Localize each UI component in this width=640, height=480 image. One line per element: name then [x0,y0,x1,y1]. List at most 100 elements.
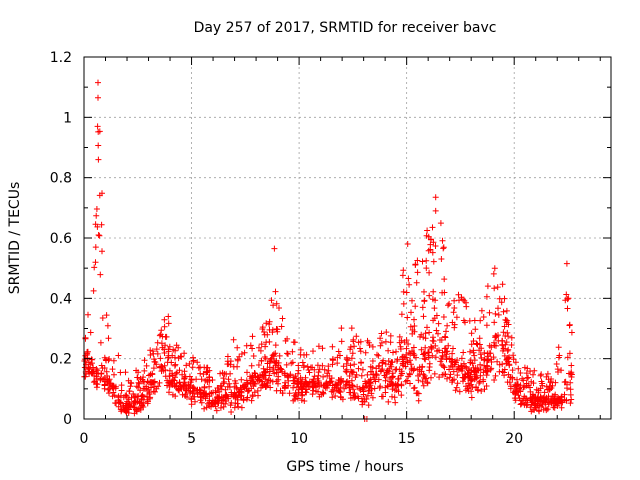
data-point [414,257,421,264]
data-point [529,394,536,400]
data-point [335,380,342,387]
data-point [483,322,490,329]
data-point [372,378,379,385]
data-point [349,383,356,389]
data-point [530,380,537,387]
data-point [95,142,102,149]
data-point [87,329,94,336]
data-point [375,352,382,359]
data-point [309,383,316,390]
data-point [410,385,417,392]
data-point [470,347,477,354]
y-axis-label: SRMTID / TECUs [7,182,23,295]
data-point [191,385,198,392]
data-point [190,358,197,365]
data-point [391,394,398,401]
data-point [522,399,529,406]
data-point [118,387,125,394]
data-point [218,383,225,390]
data-point [414,269,421,276]
data-point [455,291,462,298]
data-point [91,264,98,271]
data-point [181,368,188,375]
data-point [472,326,479,333]
data-point [500,308,507,315]
data-point [275,380,281,387]
data-point [97,377,104,383]
data-point [440,244,447,251]
data-point [451,305,458,311]
data-point [289,359,296,366]
data-point [415,372,421,379]
data-point [543,383,550,390]
data-point [292,389,299,396]
data-point [371,374,378,381]
data-point [333,385,340,392]
data-point-outlier [95,79,101,86]
data-point [543,373,550,380]
data-point [460,349,467,356]
data-point [362,349,369,356]
data-point [169,352,176,359]
data-point [241,349,248,356]
data-point [393,348,399,355]
data-point [422,330,429,337]
data-point [233,392,240,399]
data-point [437,358,444,365]
data-point [395,376,401,382]
data-point [521,393,528,400]
data-point [566,350,573,357]
data-point [165,313,172,320]
y-tick-label: 1.2 [50,50,72,66]
data-point [234,400,241,407]
data-point [568,362,575,369]
data-point [474,386,481,393]
x-tick-label: 15 [398,431,416,447]
data-point [523,382,530,389]
data-point [404,359,411,366]
data-point [85,359,92,366]
data-point [304,363,311,370]
data-point [153,346,160,353]
data-point [555,369,561,375]
data-point [260,374,267,381]
data-point [188,377,195,383]
data-point [393,387,400,393]
data-point [488,344,495,351]
data-point [335,348,342,355]
data-point [477,317,484,324]
data-point [369,343,376,350]
data-point [266,360,273,366]
data-point [183,387,190,394]
data-point [404,314,411,321]
data-point [424,379,431,386]
data-point [238,351,245,357]
data-point [284,335,291,342]
data-point [263,320,270,327]
data-point [452,387,459,394]
data-point [503,339,510,346]
data-point [504,347,511,354]
data-point [179,371,186,378]
data-point [412,303,419,310]
data-point [272,288,279,295]
data-point [420,313,427,320]
data-point [443,354,449,360]
data-point [350,336,357,343]
data-point [382,389,389,396]
data-point [256,344,262,351]
data-point [300,364,307,371]
data-point [471,352,478,359]
data-point [285,351,291,357]
data-point [220,375,227,382]
data-point [368,390,375,397]
data-point [209,377,216,383]
data-point [249,393,256,400]
data-point [341,385,348,392]
x-tick-label: 20 [505,431,523,447]
data-point [406,281,413,288]
data-point [367,382,374,389]
data-point [553,397,560,404]
data-point [84,355,91,361]
